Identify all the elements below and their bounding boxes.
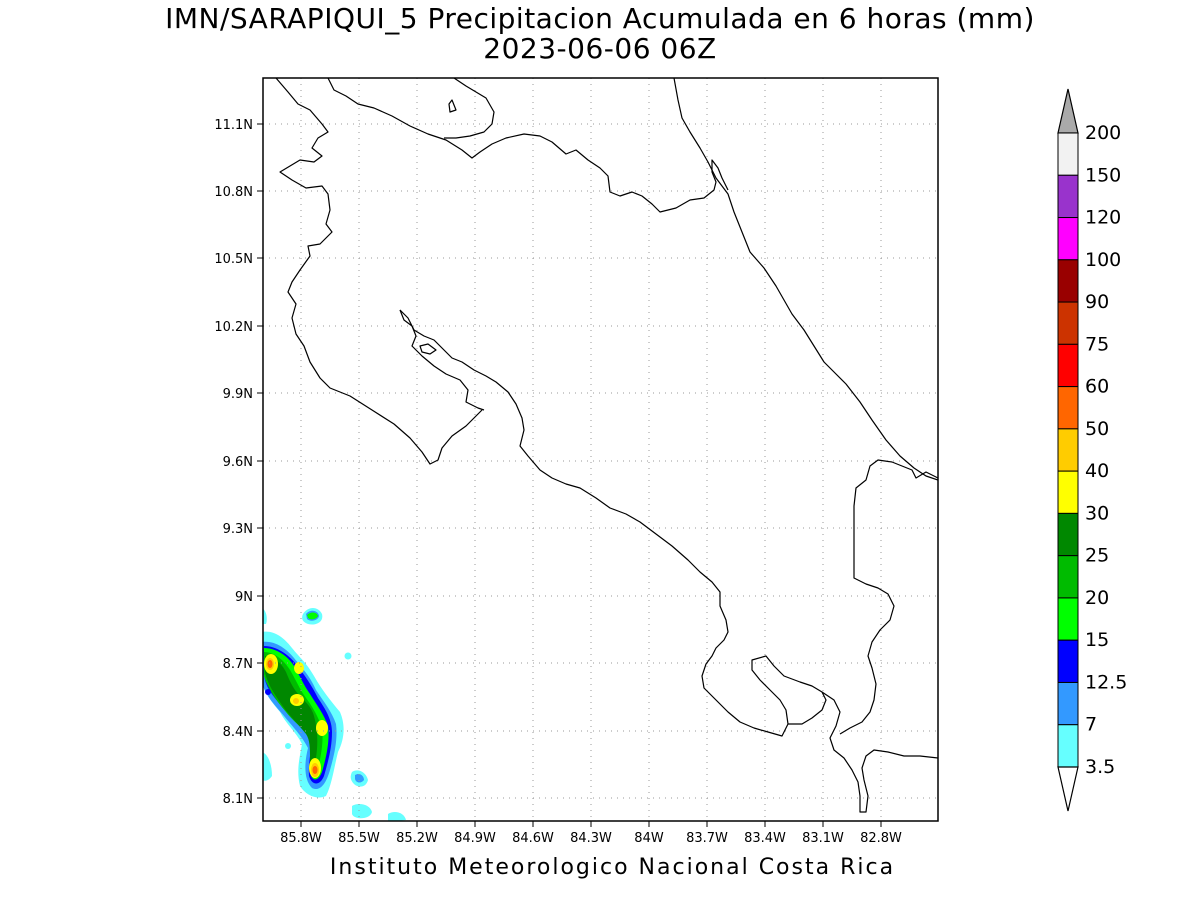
lat-tick-label: 9N [235,590,253,605]
lake-nicaragua-shore [327,78,729,213]
lon-tick-label: 85.2W [396,831,438,846]
lat-tick-label: 9.3N [223,522,253,537]
precip-area-25mm [265,656,318,767]
colorbar-label: 25 [1085,545,1109,567]
nicoya-gulf [399,309,485,411]
colorbar-label: 75 [1085,333,1109,355]
colorbar-swatch [1057,555,1079,599]
colorbar-legend: 200 150 120 100 90 75 60 50 40 30 25 20 15 12.5 7 3.5 [1057,88,1127,812]
colorbar-extend-bottom [1057,766,1079,812]
lat-tick-label: 10.8N [214,185,253,200]
colorbar-swatch [1057,470,1079,514]
northern-border [275,78,483,465]
lon-tick-label: 84.9W [454,831,496,846]
lat-tick-label: 8.1N [223,792,253,807]
colorbar-swatch [1057,724,1079,768]
colorbar-swatch [1057,343,1079,388]
latitude-labels: 11.1N 10.8N 10.5N 10.2N 9.9N 9.6N 9.3N 9… [214,118,253,807]
colorbar-label: 15 [1085,629,1109,651]
colorbar-label: 7 [1085,714,1097,736]
lon-tick-label: 84.3W [570,831,612,846]
colorbar-swatch [1057,301,1079,345]
lat-tick-label: 9.9N [223,387,253,402]
colorbar-swatch [1057,512,1079,557]
colorbar-label: 150 [1085,164,1121,186]
lon-tick-label: 83.7W [686,831,728,846]
colorbar-swatch [1057,174,1079,219]
lat-tick-label: 11.1N [214,118,253,133]
colorbar-swatch [1057,259,1079,303]
colorbar-swatch [1057,597,1079,641]
precip-area-3.5mm [388,812,406,821]
colorbar-extend-top [1057,88,1079,134]
map-gridlines [263,78,938,821]
lat-tick-label: 8.7N [223,657,253,672]
lat-tick-label: 10.5N [214,252,253,267]
colorbar-swatch [1057,217,1079,261]
colorbar-label: 20 [1085,587,1109,609]
lat-tick-label: 8.4N [223,725,253,740]
precip-area-50mm [267,660,273,668]
colorbar-label: 3.5 [1085,756,1115,778]
lon-tick-label: 85.8W [280,831,322,846]
lon-tick-label: 84W [634,831,664,846]
lat-tick-label: 9.6N [223,455,253,470]
lon-tick-label: 83.1W [802,831,844,846]
longitude-labels: 85.8W 85.5W 85.2W 84.9W 84.6W 84.3W 84W … [280,831,902,846]
pacific-coast [399,309,827,737]
map-title: IMN/SARAPIQUI_5 Precipitacion Acumulada … [165,2,1035,35]
precip-area-50mm [312,766,318,774]
lon-tick-label: 83.4W [744,831,786,846]
precip-area-3.5mm [344,652,352,660]
colorbar-label: 30 [1085,502,1109,524]
precip-area-3.5mm [263,752,272,781]
lon-tick-label: 85.5W [338,831,380,846]
island-ometepe [448,99,457,113]
precip-area-30mm [294,662,304,674]
footer-credit: Instituto Meteorologico Nacional Costa R… [329,855,896,880]
precip-area-30mm [316,720,328,736]
lat-tick-label: 10.2N [214,320,253,335]
lon-tick-label: 84.6W [512,831,554,846]
colorbar-swatch [1057,428,1079,472]
precipitation-field [263,608,406,821]
gulf-of-nicoya-isle [419,343,437,355]
colorbar-label: 100 [1085,249,1121,271]
map-subtitle-date: 2023-06-06 06Z [483,32,717,65]
colorbar-label: 50 [1085,418,1109,440]
precip-area-3.5mm [285,743,291,749]
colorbar-label: 120 [1085,207,1121,229]
caribbean-coast [673,78,938,481]
precip-area-3.5mm [352,804,372,819]
colorbar-label: 200 [1085,122,1121,144]
colorbar-label: 90 [1085,291,1109,313]
colorbar-label: 12.5 [1085,671,1127,693]
colorbar-swatch [1057,132,1079,176]
map-frame [262,77,939,822]
colorbar-label: 40 [1085,460,1109,482]
precip-area-12.5mm [265,689,271,695]
panama-border [839,459,938,735]
colorbar-swatch [1057,639,1079,683]
precip-area-40mm [293,698,299,704]
precip-area-15mm [307,612,318,620]
precip-area-7mm [355,773,364,783]
colorbar-swatch [1057,386,1079,430]
lon-tick-label: 82.8W [860,831,902,846]
colorbar-label: 60 [1085,376,1109,398]
coastlines [275,78,938,813]
axis-tick-marks [257,123,882,827]
precip-area-3.5mm [263,608,267,624]
osa-golfito-coast [821,691,938,813]
lake-nicaragua-shore [444,78,495,139]
colorbar-swatch [1057,681,1079,726]
